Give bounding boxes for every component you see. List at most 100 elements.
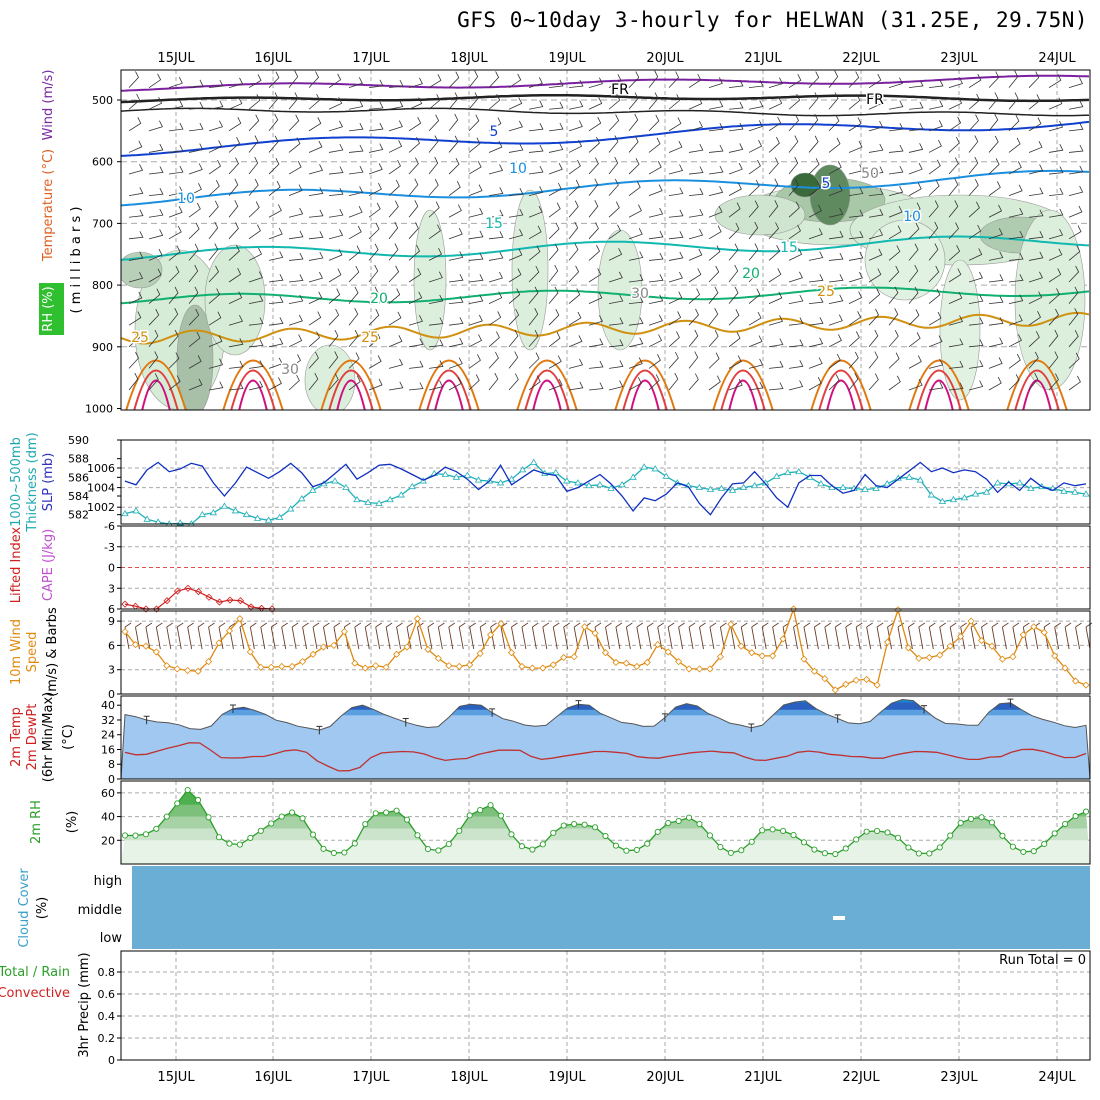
wind-barb [368, 309, 380, 326]
page-title: GFS 0~10day 3-hourly for HELWAN (31.25E,… [457, 8, 1088, 32]
wind-barb [148, 268, 162, 283]
wind-speed-line-point [821, 675, 829, 683]
thickness-line-point [861, 485, 869, 492]
wind-barb [288, 274, 304, 283]
lifted-index-line [124, 587, 273, 610]
wind-barb [308, 209, 324, 218]
wind-barb [528, 186, 544, 197]
wind-barb [728, 243, 739, 261]
wind-barb [488, 94, 501, 110]
wind-barb [928, 381, 944, 391]
wind-barb [328, 97, 343, 110]
wind-barb [548, 222, 560, 240]
wind-barb [288, 137, 301, 153]
wind-barb [768, 382, 784, 391]
wind-barb [888, 330, 899, 348]
wind-barb [348, 286, 359, 304]
wind-speed-line-point [643, 658, 651, 666]
wind-barb [588, 382, 604, 391]
wind-barb [288, 354, 302, 369]
wind-barb [468, 207, 484, 218]
wind-barb [188, 101, 204, 110]
li-axis-titles: Lifted Index CAPE (J/kg) [9, 526, 56, 603]
wind-barb [588, 268, 602, 283]
barb-10m [667, 622, 675, 650]
contour-label: 30 [631, 286, 649, 302]
wind-barb [728, 122, 744, 132]
barb-10m [218, 622, 226, 650]
wind-barb [808, 296, 824, 305]
thickness-line-point [309, 486, 317, 493]
wind-barb [168, 375, 181, 391]
wind-barb [168, 352, 180, 369]
thickness-line-point [739, 483, 748, 490]
wind-barb [468, 252, 484, 261]
wind-barb [428, 317, 444, 326]
barb-10m [949, 622, 957, 650]
wind-speed-line-point [842, 680, 850, 688]
isotherm-freezing [121, 93, 1090, 104]
wind-barb [488, 351, 499, 369]
barb-10m [563, 622, 570, 650]
wind-barb [788, 179, 799, 196]
thickness-line-point [839, 483, 847, 490]
wind-barb [988, 317, 1004, 326]
y-tick-label: 6 [108, 603, 115, 616]
wind-speed-line-point [403, 643, 411, 651]
wind-barb [308, 372, 319, 391]
contour-label: 15 [780, 240, 798, 256]
barb-10m [375, 622, 382, 650]
barb-10m [907, 622, 915, 650]
surface-heat-contour [133, 369, 179, 410]
wind-barb [228, 77, 244, 89]
wind-barb [148, 373, 159, 391]
wind-barb [908, 332, 921, 348]
wind-barb [468, 334, 483, 348]
surface-heat-contour [524, 369, 570, 410]
wind-barb [788, 74, 802, 88]
barb-10m [1064, 622, 1072, 650]
wind-barb [568, 221, 579, 240]
wind-barb [348, 329, 359, 348]
wind-speed-line-point [633, 662, 641, 671]
wind-barb [388, 221, 399, 240]
wind-speed-line-point [664, 648, 672, 656]
wind-barb [688, 143, 704, 153]
isotherm-minus5 [121, 107, 1090, 117]
rh-line-point [999, 832, 1006, 839]
thickness-line-point [1027, 484, 1035, 491]
rh-line-point [132, 832, 139, 839]
wind-speed-line-point [758, 652, 766, 660]
wind-barb [748, 200, 759, 218]
wind-barb [628, 204, 642, 218]
wind-barb [728, 202, 741, 218]
rh-line-point [372, 810, 379, 817]
wind-barb [968, 114, 979, 132]
wind-barb [548, 101, 564, 110]
wind-barb [328, 120, 343, 132]
wind-barb [508, 143, 524, 153]
wind-speed-line-point [977, 636, 986, 645]
wind-speed-line-point [706, 665, 714, 673]
wind-barb [428, 74, 442, 89]
rh-line-point [947, 832, 954, 839]
thickness-line-point [706, 485, 715, 492]
wind-barb [748, 288, 761, 304]
wind-barb [1048, 208, 1064, 218]
date-label-bottom: 21JUL [744, 1070, 782, 1085]
y-tick-label: 20 [101, 834, 115, 847]
wind-barb [228, 360, 244, 369]
wind-barb [648, 274, 664, 283]
wind-barb [288, 294, 304, 305]
wind-barb [128, 291, 143, 304]
wind-barb [868, 166, 884, 175]
wind-barb [248, 201, 260, 218]
wind-barb [788, 317, 804, 326]
wind-barb [228, 244, 240, 261]
wind-barb [368, 378, 383, 391]
wind-barb [508, 73, 522, 88]
wind-barb [648, 230, 664, 240]
wind-barb [848, 251, 864, 261]
wind-barb [288, 92, 299, 110]
wind-barb [928, 79, 944, 89]
